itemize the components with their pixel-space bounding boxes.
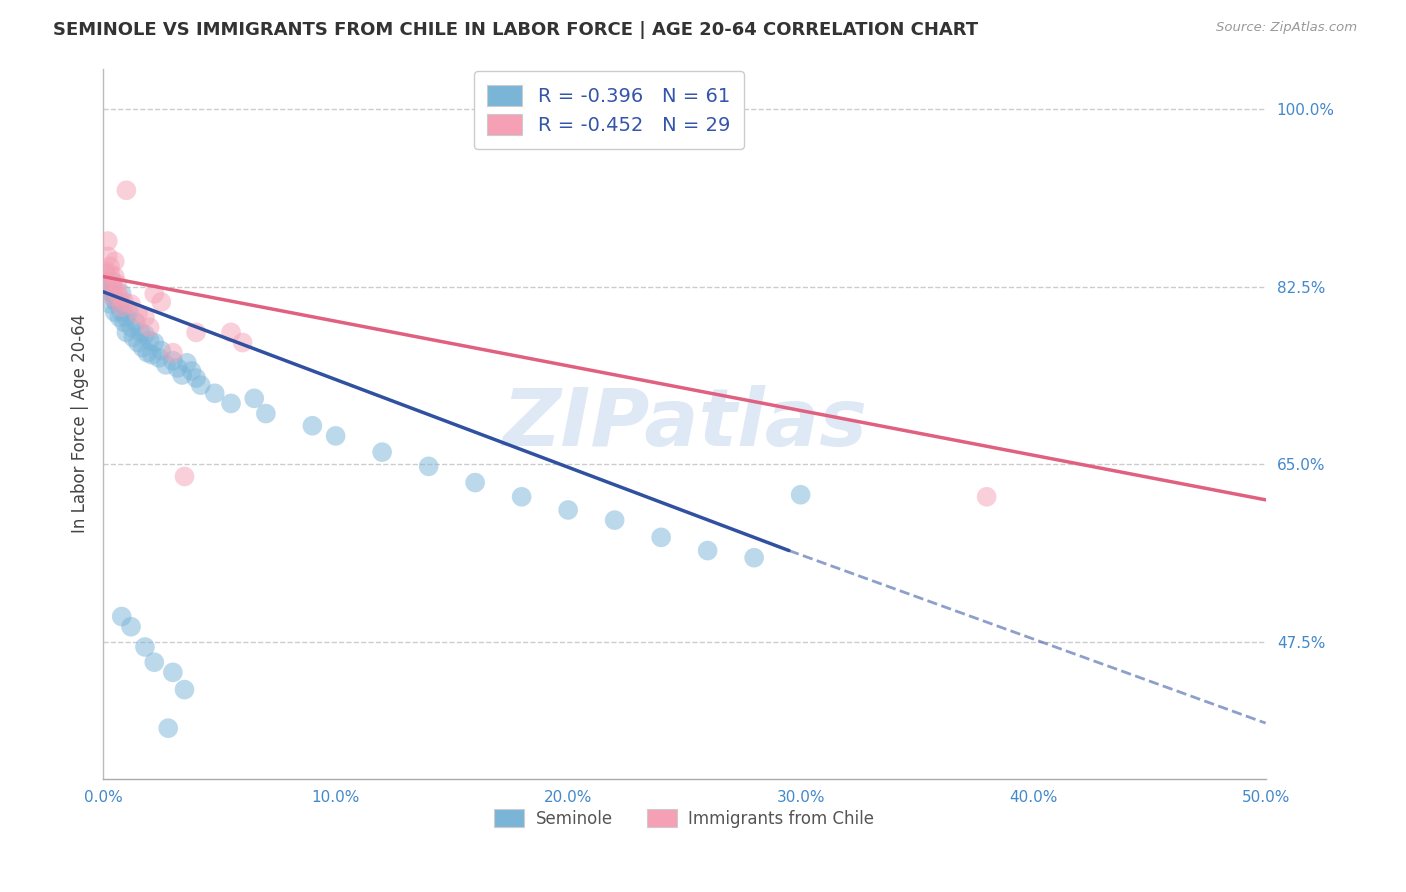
Point: [127, 335, 149, 350]
Point: [219, 396, 242, 410]
Point: [254, 407, 277, 421]
Point: [131, 341, 153, 355]
Point: [976, 490, 998, 504]
Point: [98, 285, 121, 299]
Point: [94, 264, 117, 278]
Point: [122, 330, 145, 344]
Point: [176, 356, 198, 370]
Point: [101, 279, 124, 293]
Point: [115, 310, 138, 325]
Point: [101, 286, 124, 301]
Text: Source: ZipAtlas.com: Source: ZipAtlas.com: [1216, 21, 1357, 35]
Point: [105, 277, 128, 291]
Point: [141, 348, 163, 362]
Point: [325, 429, 347, 443]
Point: [105, 297, 128, 311]
Point: [120, 320, 142, 334]
Point: [143, 655, 166, 669]
Text: SEMINOLE VS IMMIGRANTS FROM CHILE IN LABOR FORCE | AGE 20-64 CORRELATION CHART: SEMINOLE VS IMMIGRANTS FROM CHILE IN LAB…: [53, 21, 979, 39]
Point: [173, 682, 195, 697]
Point: [138, 334, 160, 348]
Point: [104, 269, 127, 284]
Point: [105, 285, 128, 299]
Point: [162, 353, 184, 368]
Point: [557, 503, 579, 517]
Point: [108, 290, 131, 304]
Point: [108, 310, 131, 325]
Point: [136, 345, 159, 359]
Point: [143, 335, 166, 350]
Point: [101, 275, 124, 289]
Point: [111, 609, 134, 624]
Point: [115, 326, 138, 340]
Point: [166, 360, 188, 375]
Point: [104, 254, 127, 268]
Point: [232, 335, 254, 350]
Point: [219, 326, 242, 340]
Point: [180, 364, 202, 378]
Point: [104, 293, 127, 307]
Point: [118, 305, 141, 319]
Point: [125, 315, 148, 329]
Point: [243, 392, 266, 406]
Point: [184, 371, 207, 385]
Point: [143, 286, 166, 301]
Point: [111, 305, 134, 319]
Point: [172, 368, 194, 382]
Point: [148, 351, 170, 365]
Text: ZIPatlas: ZIPatlas: [502, 384, 868, 463]
Point: [162, 665, 184, 680]
Point: [108, 294, 131, 309]
Point: [162, 345, 184, 359]
Point: [112, 315, 135, 329]
Point: [97, 234, 120, 248]
Legend: Seminole, Immigrants from Chile: Seminole, Immigrants from Chile: [488, 803, 882, 835]
Point: [742, 550, 765, 565]
Point: [696, 543, 718, 558]
Point: [301, 418, 323, 433]
Point: [418, 459, 440, 474]
Point: [134, 327, 156, 342]
Point: [134, 310, 156, 325]
Point: [789, 488, 811, 502]
Point: [650, 530, 672, 544]
Point: [115, 183, 138, 197]
Point: [173, 469, 195, 483]
Point: [104, 305, 127, 319]
Point: [138, 320, 160, 334]
Point: [120, 297, 142, 311]
Point: [111, 286, 134, 301]
Point: [150, 294, 173, 309]
Point: [190, 378, 212, 392]
Point: [94, 267, 117, 281]
Point: [464, 475, 486, 490]
Point: [111, 300, 134, 314]
Y-axis label: In Labor Force | Age 20-64: In Labor Force | Age 20-64: [72, 314, 89, 533]
Point: [129, 326, 152, 340]
Point: [510, 490, 533, 504]
Point: [120, 620, 142, 634]
Point: [112, 294, 135, 309]
Point: [97, 249, 120, 263]
Point: [134, 640, 156, 654]
Point: [150, 343, 173, 358]
Point: [127, 307, 149, 321]
Point: [98, 267, 121, 281]
Point: [157, 721, 180, 735]
Point: [184, 326, 207, 340]
Point: [603, 513, 626, 527]
Point: [97, 279, 120, 293]
Point: [371, 445, 394, 459]
Point: [98, 297, 121, 311]
Point: [98, 260, 121, 274]
Point: [204, 386, 226, 401]
Point: [94, 275, 117, 289]
Point: [101, 290, 124, 304]
Point: [155, 358, 177, 372]
